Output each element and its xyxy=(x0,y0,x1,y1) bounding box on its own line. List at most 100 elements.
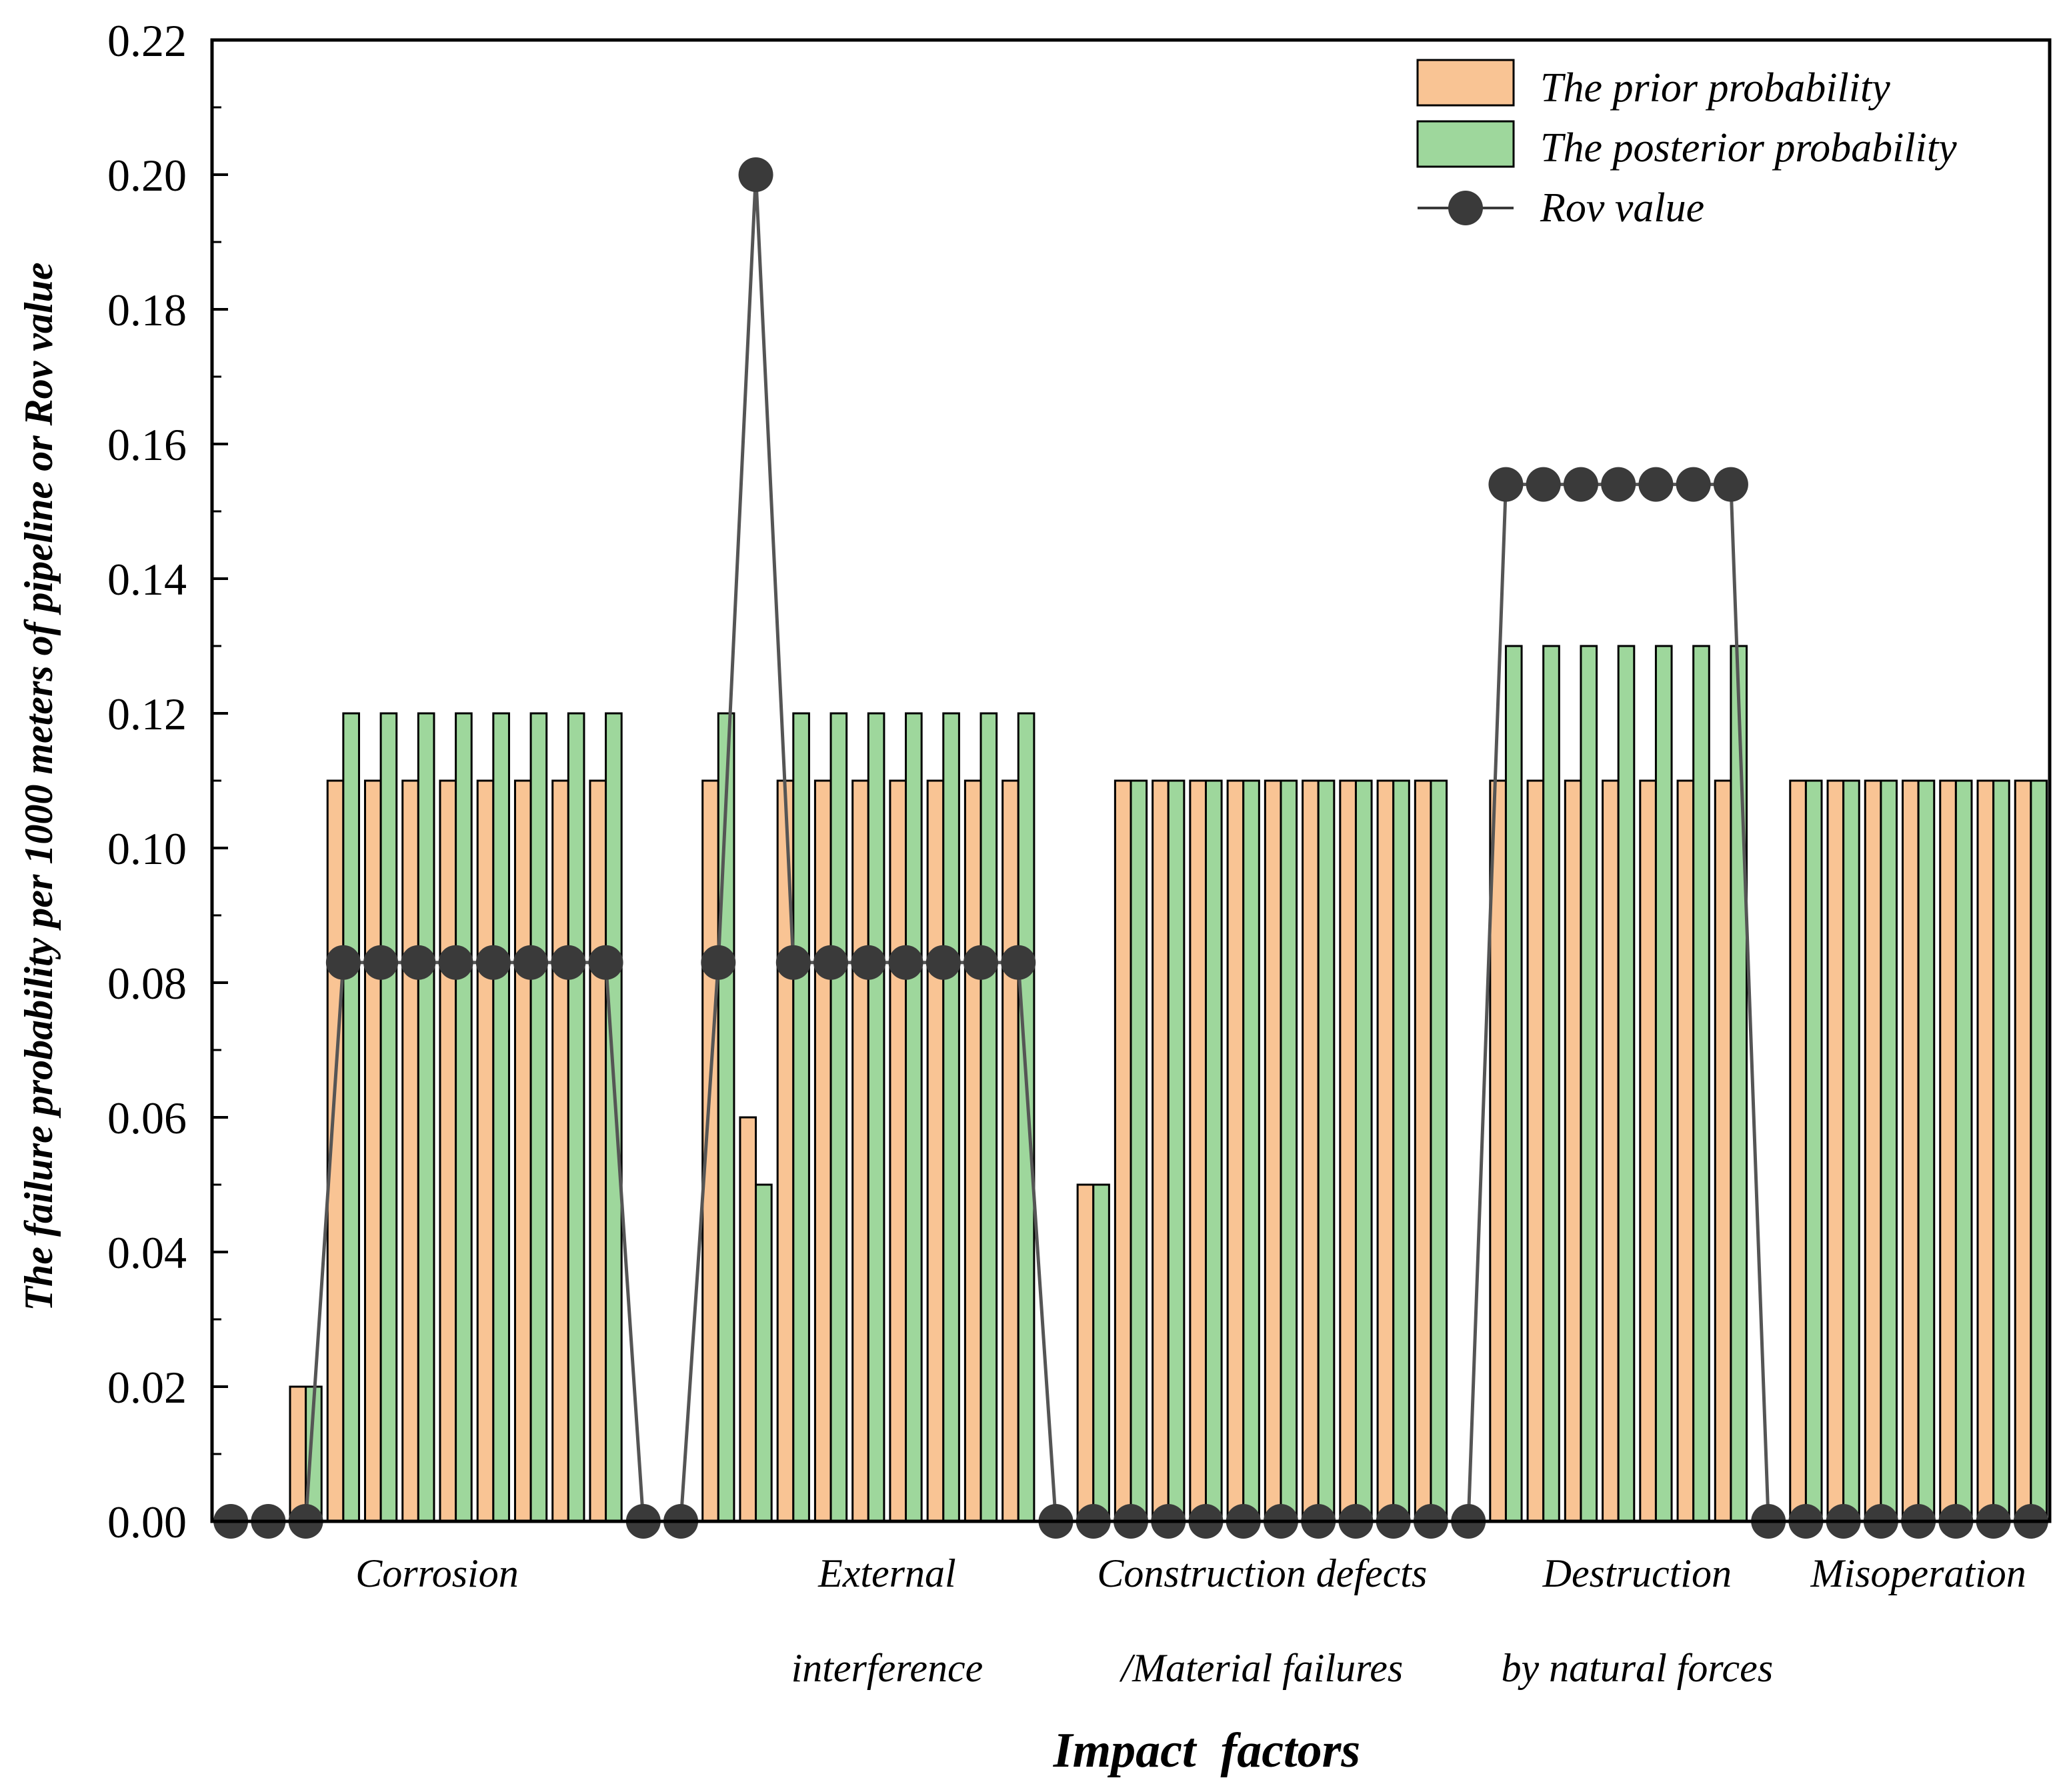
prior-bar xyxy=(851,779,869,1523)
prior-bar xyxy=(1602,779,1620,1523)
posterior-bar xyxy=(1842,779,1860,1523)
rov-marker xyxy=(775,945,811,980)
posterior-bar xyxy=(1617,645,1636,1523)
posterior-bar xyxy=(1017,712,1036,1523)
prior-bar xyxy=(401,779,419,1523)
posterior-bar xyxy=(1654,645,1673,1523)
posterior-bar xyxy=(1130,779,1148,1523)
posterior-bar xyxy=(1917,779,1936,1523)
posterior-bar xyxy=(1804,779,1823,1523)
y-tick-label: 0.18 xyxy=(107,285,187,335)
posterior-bar xyxy=(567,712,585,1523)
legend: The prior probability The posterior prob… xyxy=(1416,59,1957,231)
prior-bar xyxy=(2014,779,2032,1523)
posterior-bar xyxy=(455,712,473,1523)
legend-prior-swatch xyxy=(1416,59,1515,107)
posterior-bar xyxy=(979,712,998,1523)
posterior-bar xyxy=(717,712,735,1523)
posterior-bar xyxy=(1092,1183,1110,1523)
prior-bar xyxy=(1826,779,1845,1523)
prior-bar xyxy=(1001,779,1019,1523)
y-tick-label: 0.16 xyxy=(107,419,187,470)
prior-bar xyxy=(1076,1183,1095,1523)
rov-marker xyxy=(1526,467,1561,502)
posterior-bar xyxy=(1204,779,1223,1523)
prior-bar xyxy=(813,779,832,1523)
prior-bar xyxy=(476,779,495,1523)
prior-bar xyxy=(963,779,982,1523)
y-tick-label: 0.08 xyxy=(107,958,187,1009)
prior-bar xyxy=(551,779,569,1523)
category-label: by natural forces xyxy=(1501,1646,1773,1690)
prior-bar xyxy=(1264,779,1282,1523)
prior-bar xyxy=(1789,779,1807,1523)
prior-bar xyxy=(289,1385,307,1523)
legend-rov-label: Rov value xyxy=(1540,185,1704,231)
posterior-bar xyxy=(605,712,623,1523)
prior-bar xyxy=(889,779,907,1523)
prior-bar xyxy=(1639,779,1657,1523)
posterior-bar xyxy=(1354,779,1373,1523)
posterior-bar xyxy=(1542,645,1560,1523)
prior-bar xyxy=(513,779,532,1523)
prior-bar xyxy=(926,779,945,1523)
rov-marker xyxy=(363,945,399,980)
rov-marker xyxy=(1713,467,1748,502)
prior-bar xyxy=(1114,779,1132,1523)
prior-bar xyxy=(589,779,607,1523)
rov-marker xyxy=(851,945,886,980)
category-label: /Material failures xyxy=(1119,1646,1403,1690)
posterior-bar xyxy=(1280,779,1298,1523)
prior-bar xyxy=(739,1116,757,1523)
y-tick-label: 0.10 xyxy=(107,823,187,874)
category-label: Misoperation xyxy=(1810,1551,2026,1595)
rov-marker xyxy=(1676,467,1711,502)
posterior-bar xyxy=(1730,645,1748,1523)
y-tick-label: 0.22 xyxy=(107,15,187,66)
prior-bar xyxy=(1302,779,1320,1523)
rov-marker xyxy=(813,945,849,980)
posterior-bar xyxy=(1954,779,1973,1523)
legend-posterior-label: The posterior probability xyxy=(1540,125,1957,171)
posterior-bar xyxy=(1167,779,1186,1523)
rov-marker xyxy=(551,945,586,980)
y-axis-title: The failure probability per 1000 meters … xyxy=(17,262,61,1311)
y-tick-label: 0.12 xyxy=(107,689,187,739)
y-tick-label: 0.14 xyxy=(107,554,187,605)
rov-marker xyxy=(1001,945,1036,980)
rov-marker xyxy=(738,157,773,192)
posterior-bar xyxy=(792,712,810,1523)
posterior-bar xyxy=(755,1183,773,1523)
category-label: interference xyxy=(791,1646,983,1690)
y-tick-label: 0.02 xyxy=(107,1362,187,1413)
legend-posterior-swatch xyxy=(1416,120,1515,168)
rov-marker xyxy=(438,945,473,980)
prior-bar xyxy=(1226,779,1245,1523)
rov-marker xyxy=(1638,467,1674,502)
posterior-bar xyxy=(1580,645,1598,1523)
posterior-bar xyxy=(1692,645,1710,1523)
prior-bar xyxy=(1714,779,1732,1523)
posterior-bar xyxy=(1242,779,1260,1523)
y-tick-label: 0.20 xyxy=(107,150,187,201)
posterior-bar xyxy=(829,712,848,1523)
y-tick-labels: 0.00 0.02 0.04 0.06 0.08 0.10 0.12 0.14 0.16 0.18… xyxy=(107,15,187,1547)
posterior-bar xyxy=(867,712,885,1523)
rov-marker xyxy=(963,945,999,980)
prior-bar xyxy=(363,779,382,1523)
prior-bar xyxy=(1152,779,1170,1523)
posterior-bar xyxy=(1392,779,1410,1523)
posterior-bar xyxy=(417,712,435,1523)
posterior-bar xyxy=(529,712,548,1523)
posterior-bar xyxy=(1317,779,1336,1523)
prior-bar xyxy=(1676,779,1695,1523)
posterior-bar xyxy=(1880,779,1898,1523)
prior-bar xyxy=(1902,779,1920,1523)
posterior-bar xyxy=(492,712,510,1523)
category-labels: Corrosion External interference Constructio… xyxy=(355,1551,2026,1690)
posterior-bar xyxy=(905,712,923,1523)
prior-bar xyxy=(1564,779,1582,1523)
category-label: Destruction xyxy=(1542,1551,1732,1595)
rov-marker xyxy=(513,945,549,980)
